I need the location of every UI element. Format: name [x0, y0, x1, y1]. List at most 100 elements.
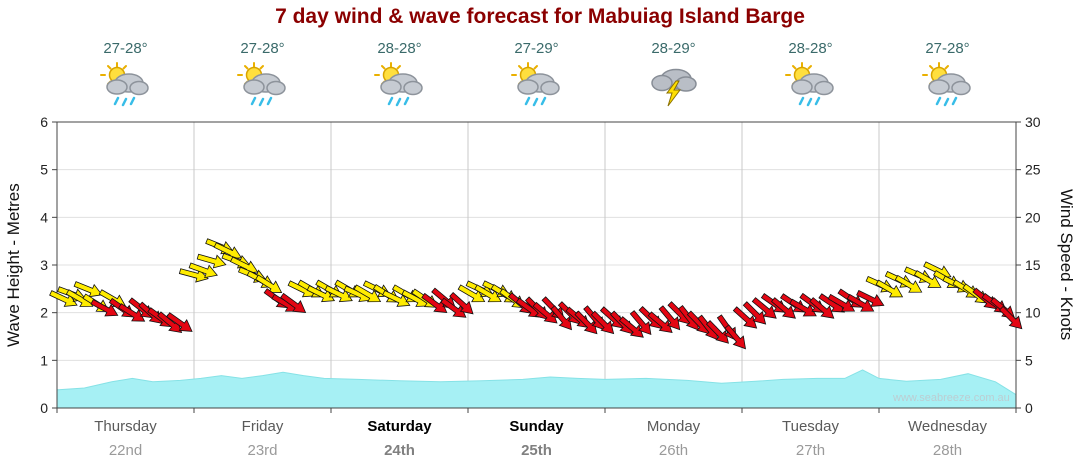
weather-icon-slot [509, 60, 565, 114]
right-axis-tick-label: 15 [1025, 257, 1041, 273]
day-header: 28-28° [742, 40, 879, 114]
day-name: Monday [646, 418, 701, 435]
left-axis-tick-label: 4 [40, 209, 48, 225]
day-header: 27-28° [194, 40, 331, 114]
day-name: Tuesday [782, 418, 839, 435]
day-header: 28-28° [331, 40, 468, 114]
left-axis-tick-label: 3 [40, 257, 48, 273]
wind-arrow [49, 290, 78, 307]
day-date: 24th [384, 442, 415, 459]
weather-icon-slot [235, 60, 291, 114]
day-label: Tuesday 27th [742, 418, 879, 459]
weather-icon-slot [372, 60, 428, 114]
wind-arrow [440, 297, 467, 318]
wind-arrows [49, 238, 1023, 350]
day-date: 28th [932, 442, 963, 459]
day-label: Friday 23rd [194, 418, 331, 459]
wind-arrow [742, 301, 767, 325]
left-axis-tick-label: 0 [40, 400, 48, 416]
left-axis-tick-label: 1 [40, 352, 48, 368]
wind-arrow [705, 320, 729, 344]
wind-arrow [658, 305, 681, 331]
day-header: 27-28° [57, 40, 194, 114]
wind-arrow [629, 310, 652, 336]
day-name: Saturday [367, 418, 432, 435]
day-date: 23rd [247, 442, 278, 459]
day-header: 28-29° [605, 40, 742, 114]
left-axis-tick-label: 2 [40, 305, 48, 321]
day-date: 22nd [108, 442, 143, 459]
wind-arrow [474, 284, 502, 303]
wind-arrow [457, 284, 486, 303]
day-name: Friday [241, 418, 284, 435]
wind-arrow [449, 291, 474, 315]
wind-arrow [894, 274, 923, 293]
left-axis-title: Wave Height - Metres [4, 183, 23, 347]
sun-cloud-rain-icon [236, 62, 286, 107]
right-axis-tick-label: 20 [1025, 209, 1041, 225]
wind-arrow [353, 284, 382, 303]
day-name: Wednesday [908, 418, 987, 435]
weather-icon-slot [98, 60, 154, 114]
wind-arrow [732, 306, 758, 329]
day-header: 27-29° [468, 40, 605, 114]
day-header: 27-28° [879, 40, 1016, 114]
wave-height-area [56, 369, 1017, 409]
watermark: www.seabreeze.com.au [893, 392, 1010, 404]
wind-arrow [856, 289, 885, 307]
wind-arrow [809, 297, 835, 319]
day-name: Sunday [509, 418, 564, 435]
wind-arrow [188, 262, 218, 279]
weather-icon-slot [646, 60, 702, 114]
left-axis-tick-label: 6 [40, 114, 48, 130]
wind-arrow [73, 281, 103, 298]
sun-cloud-rain-icon [373, 62, 423, 107]
day-label: Wednesday 28th [879, 418, 1016, 459]
wind-arrow [574, 310, 598, 335]
wind-arrow [421, 292, 448, 313]
sun-cloud-rain-icon [784, 62, 834, 107]
day-temp: 27-28° [103, 40, 148, 57]
right-axis-tick-label: 30 [1025, 114, 1041, 130]
wind-arrow [166, 312, 193, 332]
wind-arrow [196, 253, 227, 269]
day-label: Monday 26th [605, 418, 742, 459]
wind-arrow [590, 310, 615, 335]
sun-cloud-rain-icon [99, 62, 149, 107]
days-footer: Thursday 22nd Friday 23rd Saturday 24th … [57, 418, 1016, 459]
wind-arrow [875, 279, 904, 298]
wind-arrow [324, 285, 353, 303]
day-label: Thursday 22nd [57, 418, 194, 459]
wind-arrow [618, 316, 644, 338]
day-temp: 28-29° [651, 40, 696, 57]
wind-arrow [255, 274, 283, 293]
right-axis-tick-label: 25 [1025, 162, 1041, 178]
wind-arrow [532, 301, 558, 324]
wind-arrow [90, 299, 119, 317]
wind-arrow [770, 297, 796, 319]
day-name: Thursday [94, 418, 157, 435]
weather-icon-slot [783, 60, 839, 114]
day-date: 26th [658, 442, 689, 459]
wind-arrow [998, 305, 1023, 330]
wind-arrow [306, 285, 336, 303]
day-temp: 27-28° [240, 40, 285, 57]
wind-arrow [846, 293, 875, 312]
days-header: 27-28° 27-28° 28-28° 27-29° 28-29° 28-28… [57, 40, 1016, 114]
sun-cloud-rain-icon [921, 62, 971, 107]
right-axis-tick-label: 10 [1025, 305, 1041, 321]
day-date: 25th [521, 442, 552, 459]
wind-arrow [724, 324, 746, 350]
wind-arrow [280, 292, 307, 313]
right-axis-title: Wind Speed - Knots [1057, 189, 1076, 341]
day-temp: 27-28° [925, 40, 970, 57]
day-temp: 28-28° [377, 40, 422, 57]
wind-arrow [751, 297, 777, 319]
weather-icon-slot [920, 60, 976, 114]
right-axis-tick-label: 5 [1025, 352, 1033, 368]
wind-arrow [827, 293, 856, 312]
sun-cloud-rain-icon [510, 62, 560, 107]
day-label: Sunday 25th [468, 418, 605, 459]
